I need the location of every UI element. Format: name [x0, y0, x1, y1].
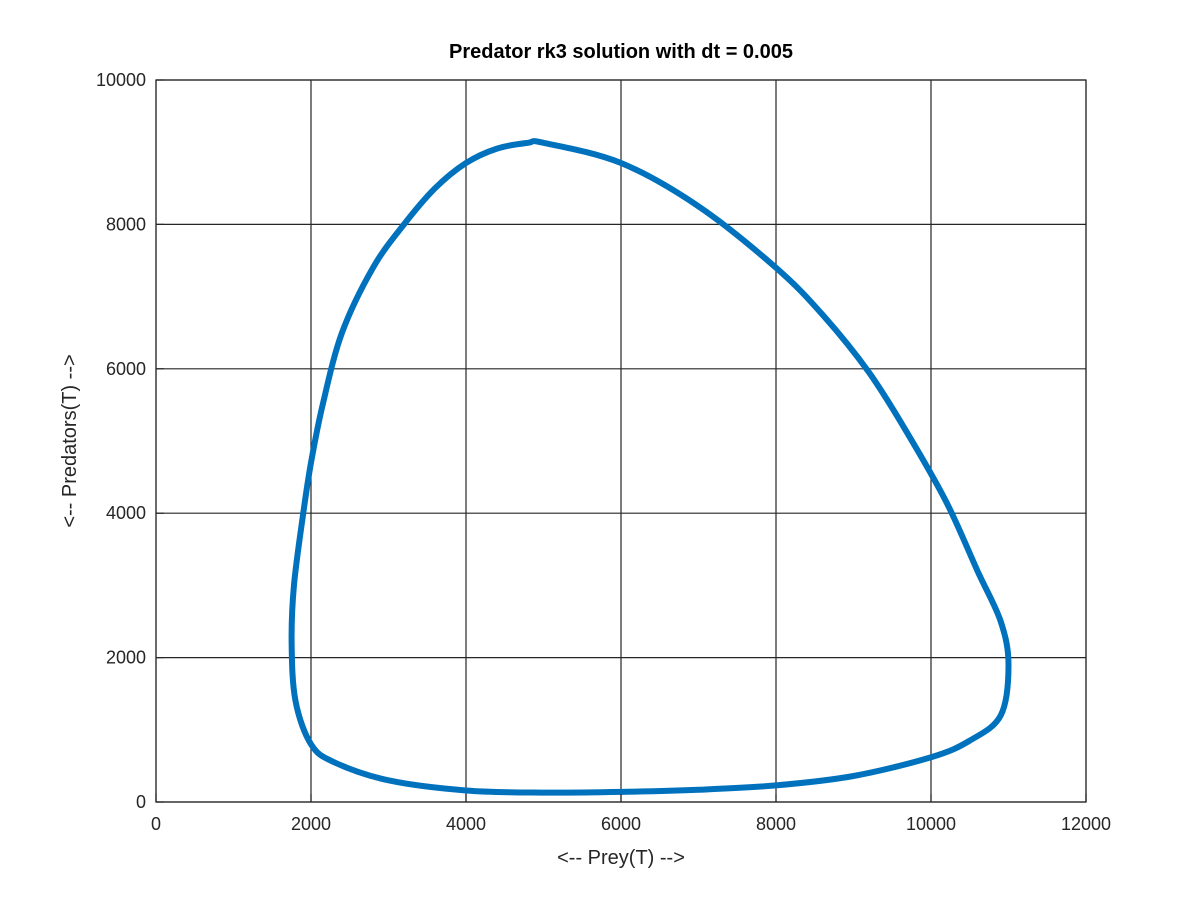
x-axis-label: <-- Prey(T) -->: [557, 847, 685, 869]
y-tick-label: 6000: [106, 359, 146, 379]
x-tick-label: 0: [151, 814, 161, 834]
y-tick-label: 2000: [106, 648, 146, 668]
y-tick-label: 4000: [106, 503, 146, 523]
y-axis-ticks: 0 2000 4000 6000 8000 10000: [96, 70, 164, 812]
y-tick-label: 10000: [96, 70, 146, 90]
chart-title: Predator rk3 solution with dt = 0.005: [449, 41, 793, 63]
series-line: [288, 138, 1012, 796]
x-tick-label: 8000: [756, 814, 796, 834]
x-axis-ticks: 0 2000 4000 6000 8000 10000 12000: [151, 794, 1111, 834]
x-tick-label: 2000: [291, 814, 331, 834]
x-tick-label: 4000: [446, 814, 486, 834]
x-tick-label: 10000: [906, 814, 956, 834]
y-axis-label: <-- Predators(T) -->: [59, 354, 81, 527]
series-layer: [288, 138, 1012, 796]
x-tick-label: 6000: [601, 814, 641, 834]
y-tick-label: 0: [136, 792, 146, 812]
x-tick-label: 12000: [1061, 814, 1111, 834]
y-tick-label: 8000: [106, 214, 146, 234]
